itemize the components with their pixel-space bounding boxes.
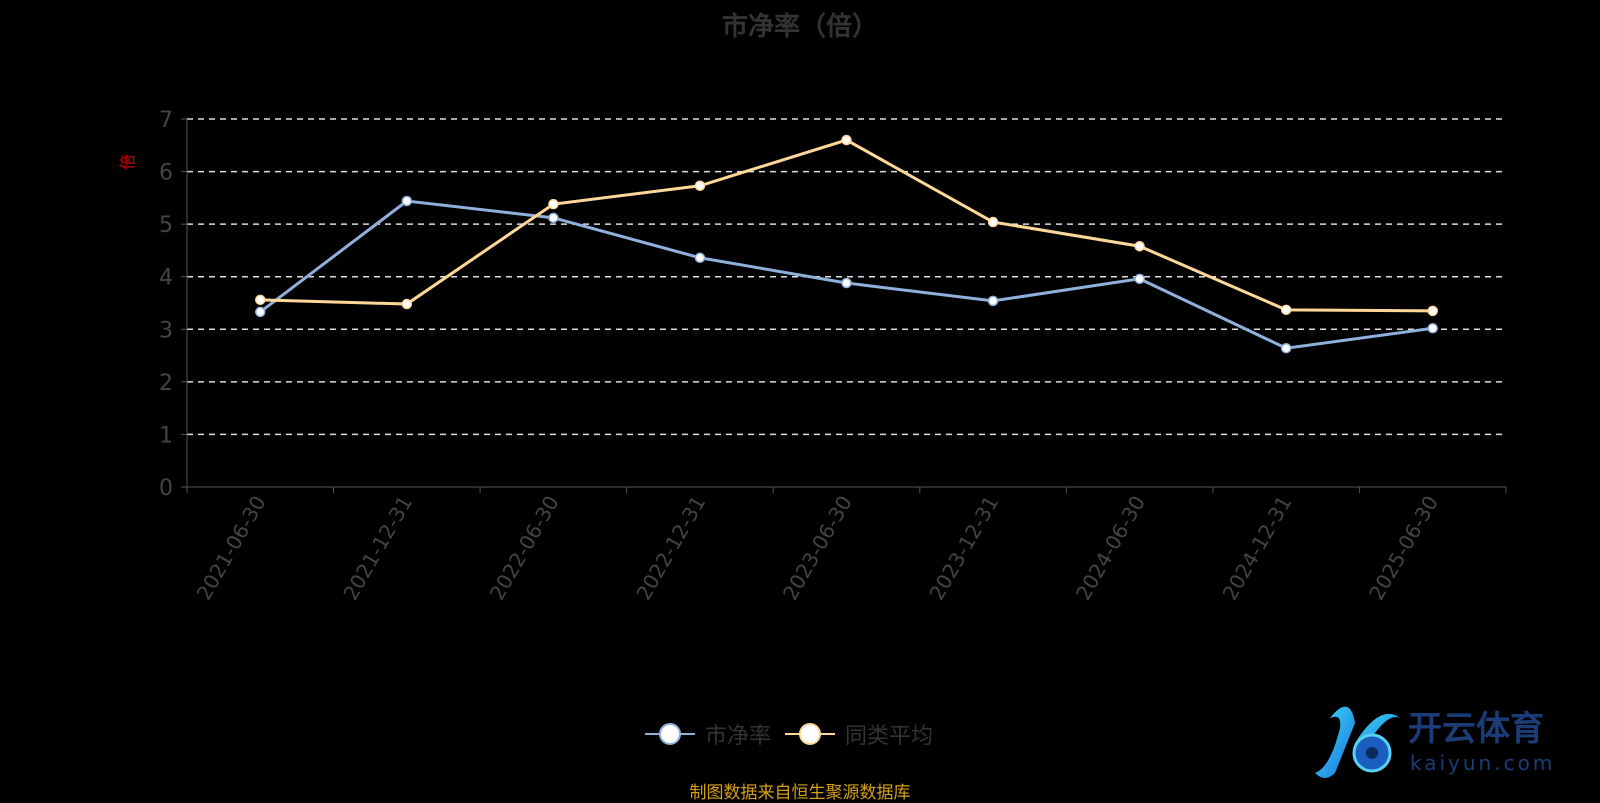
y-tick-label: 7: [159, 108, 173, 133]
data-point: [1280, 342, 1292, 354]
data-point: [1280, 304, 1292, 316]
data-point: [255, 294, 266, 306]
data-point: [548, 198, 559, 210]
data-point: [401, 298, 413, 310]
legend-item-pb[interactable]: 市净率: [645, 718, 771, 750]
data-source-note: 制图数据来自恒生聚源数据库: [689, 783, 911, 803]
x-tick-label: 2024-12-31: [1218, 492, 1297, 605]
data-point: [841, 277, 852, 289]
y-tick-label: 1: [159, 423, 173, 448]
legend: 市净率 同类平均: [645, 718, 933, 750]
x-tick-label: 2022-12-31: [631, 492, 710, 605]
data-point: [548, 212, 559, 224]
data-point: [1134, 273, 1145, 285]
y-tick-label: 5: [159, 213, 173, 238]
x-tick-label: 2021-06-30: [192, 492, 271, 605]
svg-text:开云体育: 开云体育: [1408, 709, 1544, 749]
data-point: [1427, 322, 1438, 334]
y-tick-label: 4: [159, 266, 173, 291]
x-tick-label: 2023-06-30: [778, 492, 857, 605]
legend-item-peer-average[interactable]: 同类平均: [785, 718, 933, 750]
legend-label: 同类平均: [845, 724, 934, 749]
legend-symbol: [645, 722, 695, 746]
svg-text:kaiyun.com: kaiyun.com: [1410, 751, 1555, 775]
x-tick-label: 2025-06-30: [1364, 492, 1443, 605]
legend-symbol: [785, 722, 836, 746]
data-point: [694, 252, 706, 264]
data-point: [987, 295, 999, 307]
data-point: [841, 134, 852, 146]
data-point: [987, 216, 999, 228]
data-point: [401, 195, 413, 207]
data-point: [694, 180, 706, 192]
legend-label: 市净率: [705, 724, 772, 749]
kaiyun-logo: 开云体育 kaiyun.com: [1315, 706, 1555, 778]
y-tick-label: 6: [159, 161, 173, 186]
y-tick-label: 3: [159, 318, 173, 343]
y-tick-label: 0: [159, 476, 173, 501]
data-point: [255, 306, 266, 318]
x-tick-label: 2024-06-30: [1071, 492, 1150, 605]
data-point: [1134, 240, 1145, 252]
data-point: [1427, 305, 1438, 317]
series-line-0: [259, 199, 1433, 350]
x-tick-label: 2022-06-30: [485, 492, 564, 605]
y-tick-label: 2: [159, 371, 173, 396]
x-tick-label: 2021-12-31: [338, 492, 417, 605]
chart-title: 市净率（倍）: [721, 12, 878, 42]
x-tick-label: 2023-12-31: [924, 492, 1003, 605]
